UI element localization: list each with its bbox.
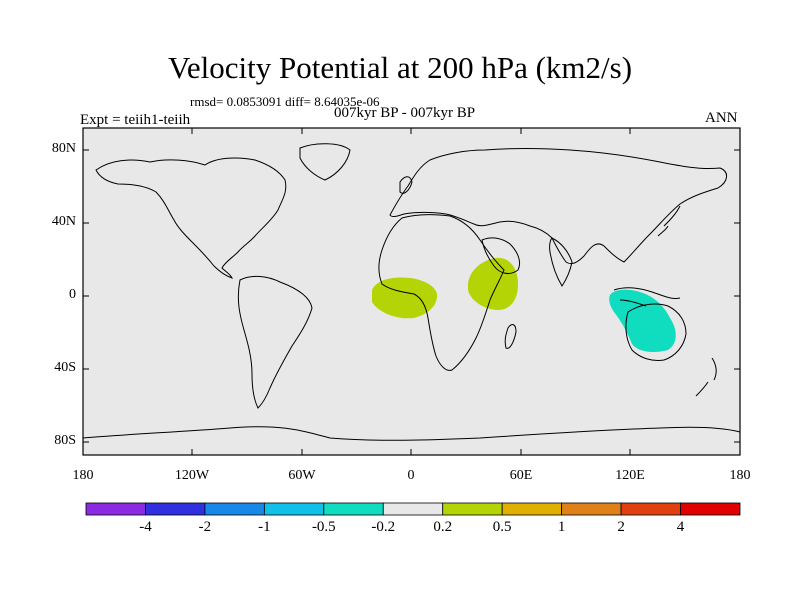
colorbar-box [442, 502, 503, 516]
anomaly-regions [372, 257, 676, 352]
coastline-japan [657, 205, 681, 237]
coastlines [82, 143, 741, 441]
lon-label-60e: 60E [509, 468, 533, 483]
colorbar-label: -0.2 [371, 519, 396, 535]
coastline-north-america [95, 157, 287, 279]
lat-label-80s: 80S [54, 433, 76, 448]
colorbar-label: -2 [198, 519, 212, 535]
colorbar-box [382, 502, 444, 516]
colorbar-box [561, 502, 622, 516]
colorbar-label: -4 [139, 519, 152, 535]
coastline-greenland [299, 143, 351, 181]
colorbar-label: -0.5 [311, 519, 336, 535]
positive-anomaly-east-africa [468, 257, 518, 310]
lon-label-120w: 120W [174, 468, 210, 483]
lat-label-80n: 80N [51, 141, 76, 156]
stats-line: rmsd= 0.0853091 diff= 8.64035e-06 [190, 94, 380, 109]
colorbar-box [263, 502, 325, 516]
coastline-south-america [237, 275, 313, 409]
colorbar-label: 0.5 [492, 519, 512, 535]
colorbar-box [204, 502, 265, 516]
lon-label-0: 0 [407, 468, 415, 483]
lat-label-40n: 40N [51, 214, 76, 229]
lon-label-180w: 180 [72, 468, 94, 483]
lat-label-40s: 40S [54, 360, 76, 375]
colorbar [85, 502, 741, 516]
colorbar-box [323, 502, 384, 516]
colorbar-box [85, 502, 146, 516]
colorbar-label: -1 [258, 519, 271, 535]
coastline-madagascar [504, 324, 517, 349]
axis-ticks [83, 128, 740, 455]
experiment-label: Expt = teiih1-teiih [80, 112, 191, 128]
colorbar-box [501, 502, 563, 516]
coastline-antarctica [82, 426, 741, 441]
coastline-africa [378, 214, 505, 371]
colorbar-label: 0.2 [433, 519, 453, 535]
lon-label-60w: 60W [288, 468, 316, 483]
plot-subtitle: 007kyr BP - 007kyr BP [334, 105, 476, 121]
lon-label-180e: 180 [729, 468, 751, 483]
colorbar-label: 1 [557, 519, 566, 535]
coastline-eurasia [389, 148, 727, 265]
colorbar-label: 4 [676, 519, 685, 535]
coastline-new-zealand [695, 357, 717, 397]
coastline-arabia [481, 237, 521, 274]
lat-label-0: 0 [69, 287, 76, 302]
colorbar-box [680, 502, 741, 516]
plot-title: Velocity Potential at 200 hPa (km2/s) [167, 50, 633, 85]
coastline-australia [625, 303, 687, 361]
lon-label-120e: 120E [615, 468, 645, 483]
negative-anomaly-maritime-continent [609, 289, 676, 352]
coastline-india [549, 237, 573, 287]
season-label: ANN [705, 110, 738, 126]
colorbar-box [145, 502, 206, 516]
coastline-uk [399, 176, 413, 194]
colorbar-box [620, 502, 681, 516]
coastline-indonesia [613, 287, 681, 307]
colorbar-label: 2 [617, 519, 625, 535]
